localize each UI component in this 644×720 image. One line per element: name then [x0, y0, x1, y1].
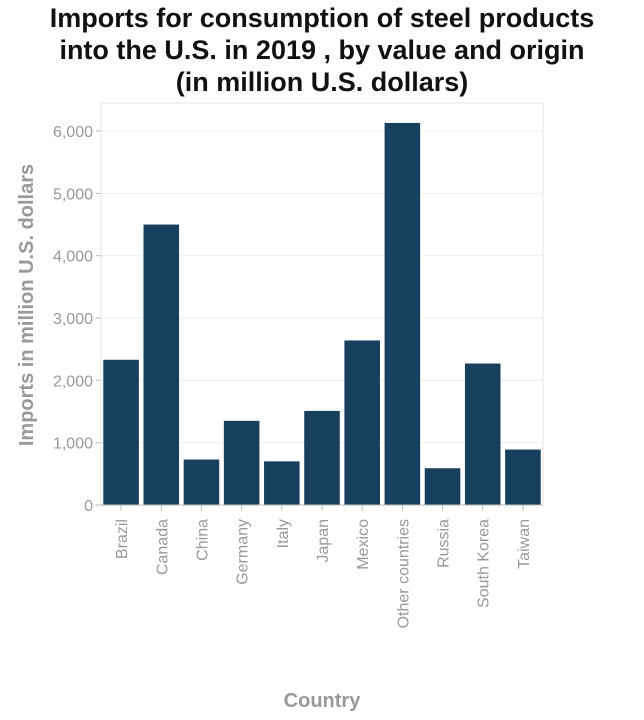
- bar-taiwan: [505, 449, 541, 505]
- x-tick-label: Italy: [275, 519, 292, 548]
- bar-canada: [143, 224, 180, 505]
- y-tick-label: 0: [84, 498, 93, 515]
- x-tick-label: Taiwan: [516, 519, 533, 569]
- bar-other-countries: [384, 122, 421, 505]
- x-tick-label: Canada: [154, 519, 171, 575]
- chart-title-line-2: into the U.S. in 2019 , by value and ori…: [59, 35, 585, 65]
- x-tick-label: Germany: [235, 519, 252, 585]
- x-axis-title: Country: [284, 690, 362, 712]
- y-tick-labels: 0 1,000 2,000 3,000 4,000 5,000 6,000: [53, 124, 93, 515]
- x-tick-label: South Korea: [476, 519, 493, 608]
- bar-brazil: [103, 359, 139, 505]
- x-tick-label: Russia: [436, 519, 453, 568]
- chart-title: Imports for consumption of steel product…: [0, 2, 644, 98]
- x-tick-labels: Brazil Canada China Germany Italy Japan Mexico…: [114, 519, 533, 628]
- chart-title-line-1: Imports for consumption of steel product…: [49, 3, 595, 33]
- bars: [103, 122, 541, 505]
- bar-south-korea: [464, 363, 501, 505]
- x-tick-label: Brazil: [114, 519, 131, 559]
- bar-china: [183, 459, 220, 505]
- bar-germany: [223, 420, 260, 505]
- bar-italy: [264, 461, 300, 505]
- y-tick-label: 2,000: [53, 373, 93, 390]
- x-tick-label: Other countries: [395, 519, 412, 628]
- bar-japan: [304, 410, 340, 505]
- chart-title-line-3: (in million U.S. dollars): [175, 67, 469, 97]
- bar-mexico: [344, 340, 380, 505]
- x-tick-label: Japan: [315, 519, 332, 563]
- y-tick-label: 1,000: [53, 436, 93, 453]
- x-tick-label: Mexico: [355, 519, 372, 570]
- y-tick-label: 3,000: [53, 311, 93, 328]
- x-tick-label: China: [194, 519, 211, 561]
- y-tick-label: 4,000: [53, 249, 93, 266]
- y-tick-label: 5,000: [53, 186, 93, 203]
- bar-russia: [424, 468, 461, 505]
- axes: [96, 130, 543, 511]
- y-tick-label: 6,000: [53, 124, 93, 141]
- y-axis-title: Imports in million U.S. dollars: [16, 164, 38, 446]
